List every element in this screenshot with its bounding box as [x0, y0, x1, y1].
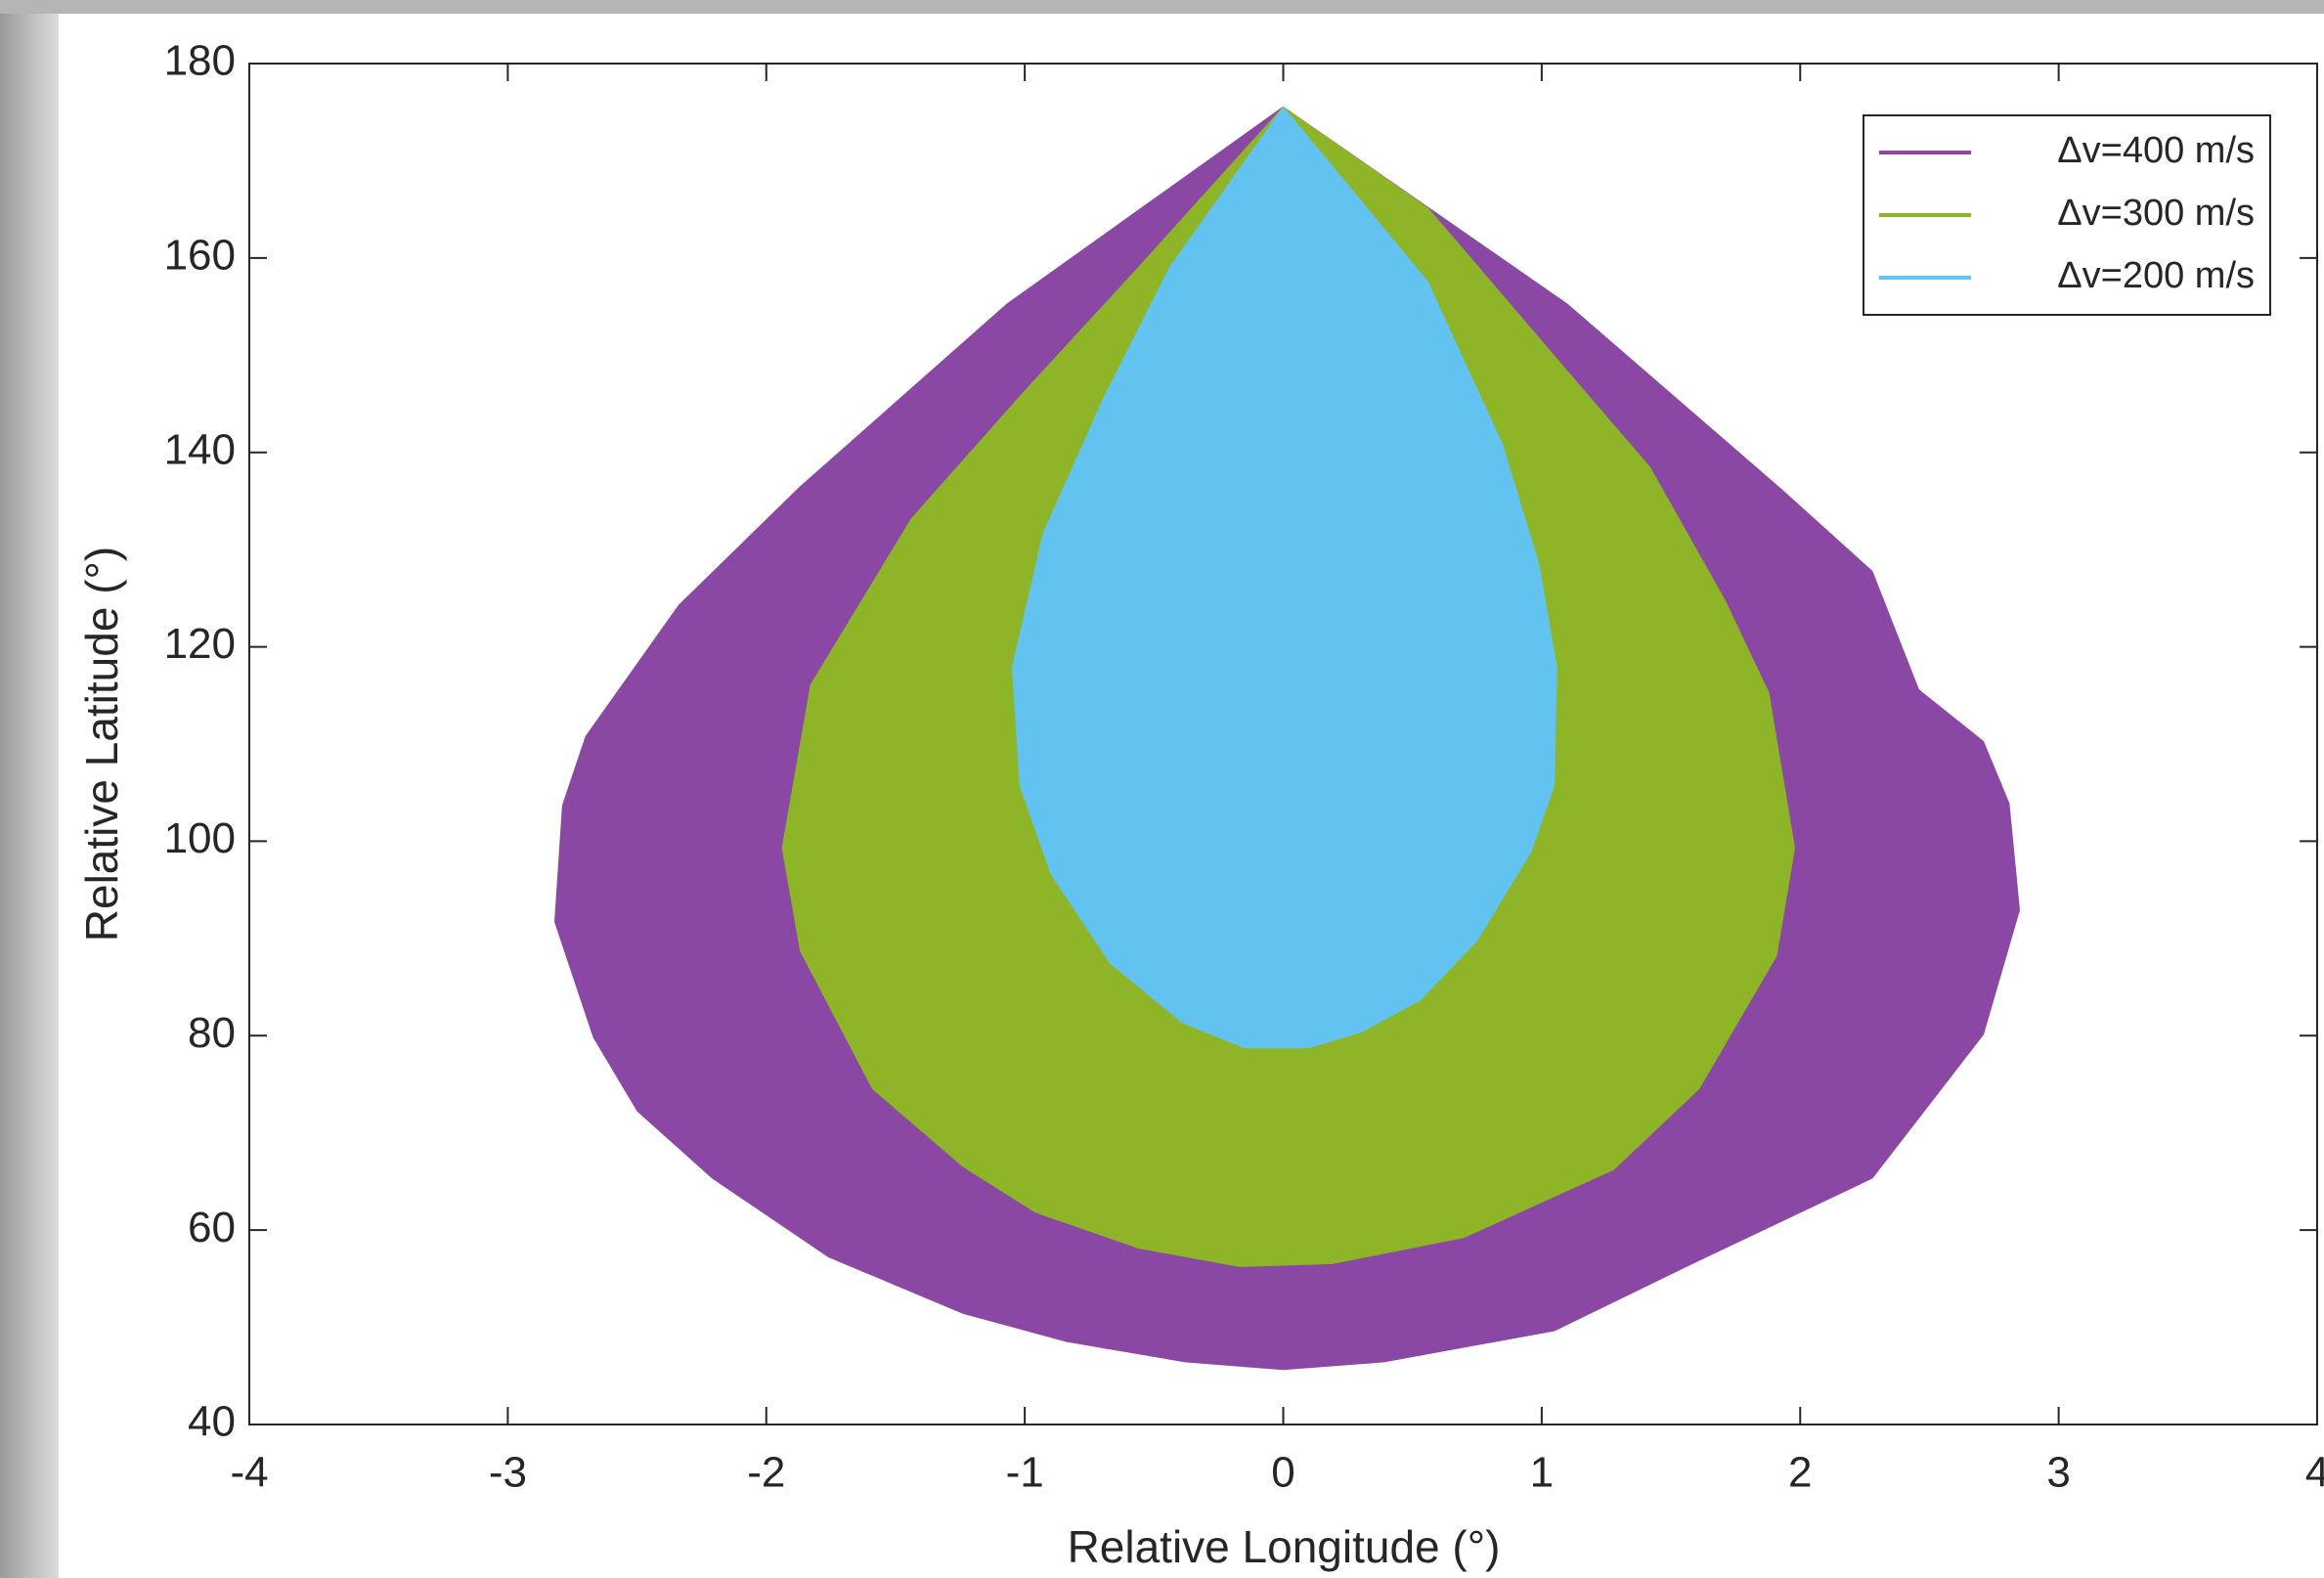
x-tick-label: -3	[489, 1449, 527, 1497]
x-axis-label: Relative Longitude (°)	[1068, 1521, 1501, 1572]
legend-label: Δv=400 m/s	[2057, 130, 2255, 171]
x-tick-label: -2	[747, 1449, 785, 1497]
y-tick-label: 180	[164, 37, 236, 85]
y-tick-label: 80	[188, 1009, 236, 1057]
x-tick-label: 2	[1788, 1449, 1812, 1497]
legend: Δv=400 m/s Δv=300 m/s Δv=200 m/s	[1863, 114, 2271, 316]
x-tick-label: 3	[2046, 1449, 2070, 1497]
y-tick-label: 100	[164, 814, 236, 862]
x-tick-label: -4	[230, 1449, 268, 1497]
photo-edge	[0, 0, 59, 1578]
y-axis-label: Relative Latitude (°)	[76, 547, 127, 942]
x-tick-label: -1	[1006, 1449, 1044, 1497]
x-tick-label: 4	[2305, 1449, 2324, 1497]
y-tick-label: 40	[188, 1398, 236, 1446]
y-tick-label: 140	[164, 425, 236, 473]
region	[1011, 106, 1557, 1049]
y-tick-label: 120	[164, 620, 236, 668]
y-tick-label: 60	[188, 1204, 236, 1251]
x-tick-label: 0	[1271, 1449, 1294, 1497]
legend-label: Δv=200 m/s	[2057, 255, 2255, 296]
legend-label: Δv=300 m/s	[2057, 193, 2255, 234]
photo-edge-top	[0, 0, 2324, 14]
x-tick-label: 1	[1530, 1449, 1554, 1497]
y-tick-label: 160	[164, 231, 236, 279]
plot-area: -4 -3 -2 -1 0 1 2 3 4 40 60 80 100 120 140 160 180 Δv=400…	[164, 37, 2324, 1497]
